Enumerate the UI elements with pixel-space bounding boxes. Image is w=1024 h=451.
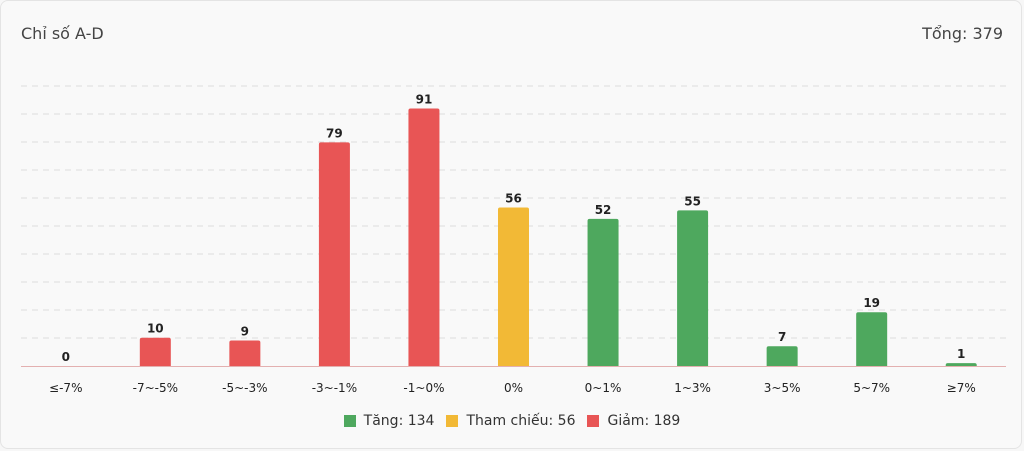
category-label: 1~3% [674,381,711,395]
category-label: 0~1% [585,381,622,395]
total-value: 379 [972,24,1003,43]
category-label: -1~0% [403,381,444,395]
legend-swatch [343,415,356,427]
chart-title: Chỉ số A-D [21,24,104,43]
bar-4 [408,108,440,366]
value-label: 79 [326,126,343,140]
value-label: 10 [147,322,164,336]
bar-chart: 0 ≤-7% 10 -7~-5% 9 -5~-3% 79 -3~-1% 91 -1~0% 56 0% 5… [21,85,1006,395]
total-count: Tổng: 379 [922,24,1003,43]
value-label: 56 [505,192,522,206]
value-label: 52 [595,203,612,217]
value-label: 55 [684,194,701,208]
bar-6 [587,218,619,366]
bar-1 [139,337,171,366]
category-label: 5~7% [853,381,890,395]
category-label: 3~5% [764,381,801,395]
legend-item-ref[interactable]: Tham chiếu: 56 [446,413,575,429]
legend-item-up[interactable]: Tăng: 134 [343,413,435,429]
category-label: -5~-3% [222,381,267,395]
category-label: ≥7% [947,381,976,395]
category-label: 0% [504,381,523,395]
category-label: -3~-1% [312,381,357,395]
legend-label: Giảm: 189 [607,413,681,429]
bar-10 [945,363,977,366]
category-label: -7~-5% [133,381,178,395]
legend-label: Tăng: 134 [363,413,435,429]
bar-9 [856,312,888,366]
category-label: ≤-7% [49,381,82,395]
bar-8 [766,346,798,366]
value-label: 19 [863,296,880,310]
bar-3 [318,142,350,366]
bar-7 [677,210,709,366]
chart-legend: Tăng: 134 Tham chiếu: 56 Giảm: 189 [1,413,1023,429]
total-label: Tổng: [922,24,968,43]
value-label: 7 [778,330,786,344]
bar-5 [498,207,529,366]
legend-label: Tham chiếu: 56 [466,413,576,429]
value-label: 91 [416,92,433,106]
value-label: 1 [957,347,965,361]
legend-swatch [587,415,600,427]
bar-2 [229,340,261,366]
legend-swatch [446,415,459,427]
legend-item-down[interactable]: Giảm: 189 [587,413,680,429]
value-label: 9 [241,325,249,339]
value-label: 0 [62,350,70,364]
